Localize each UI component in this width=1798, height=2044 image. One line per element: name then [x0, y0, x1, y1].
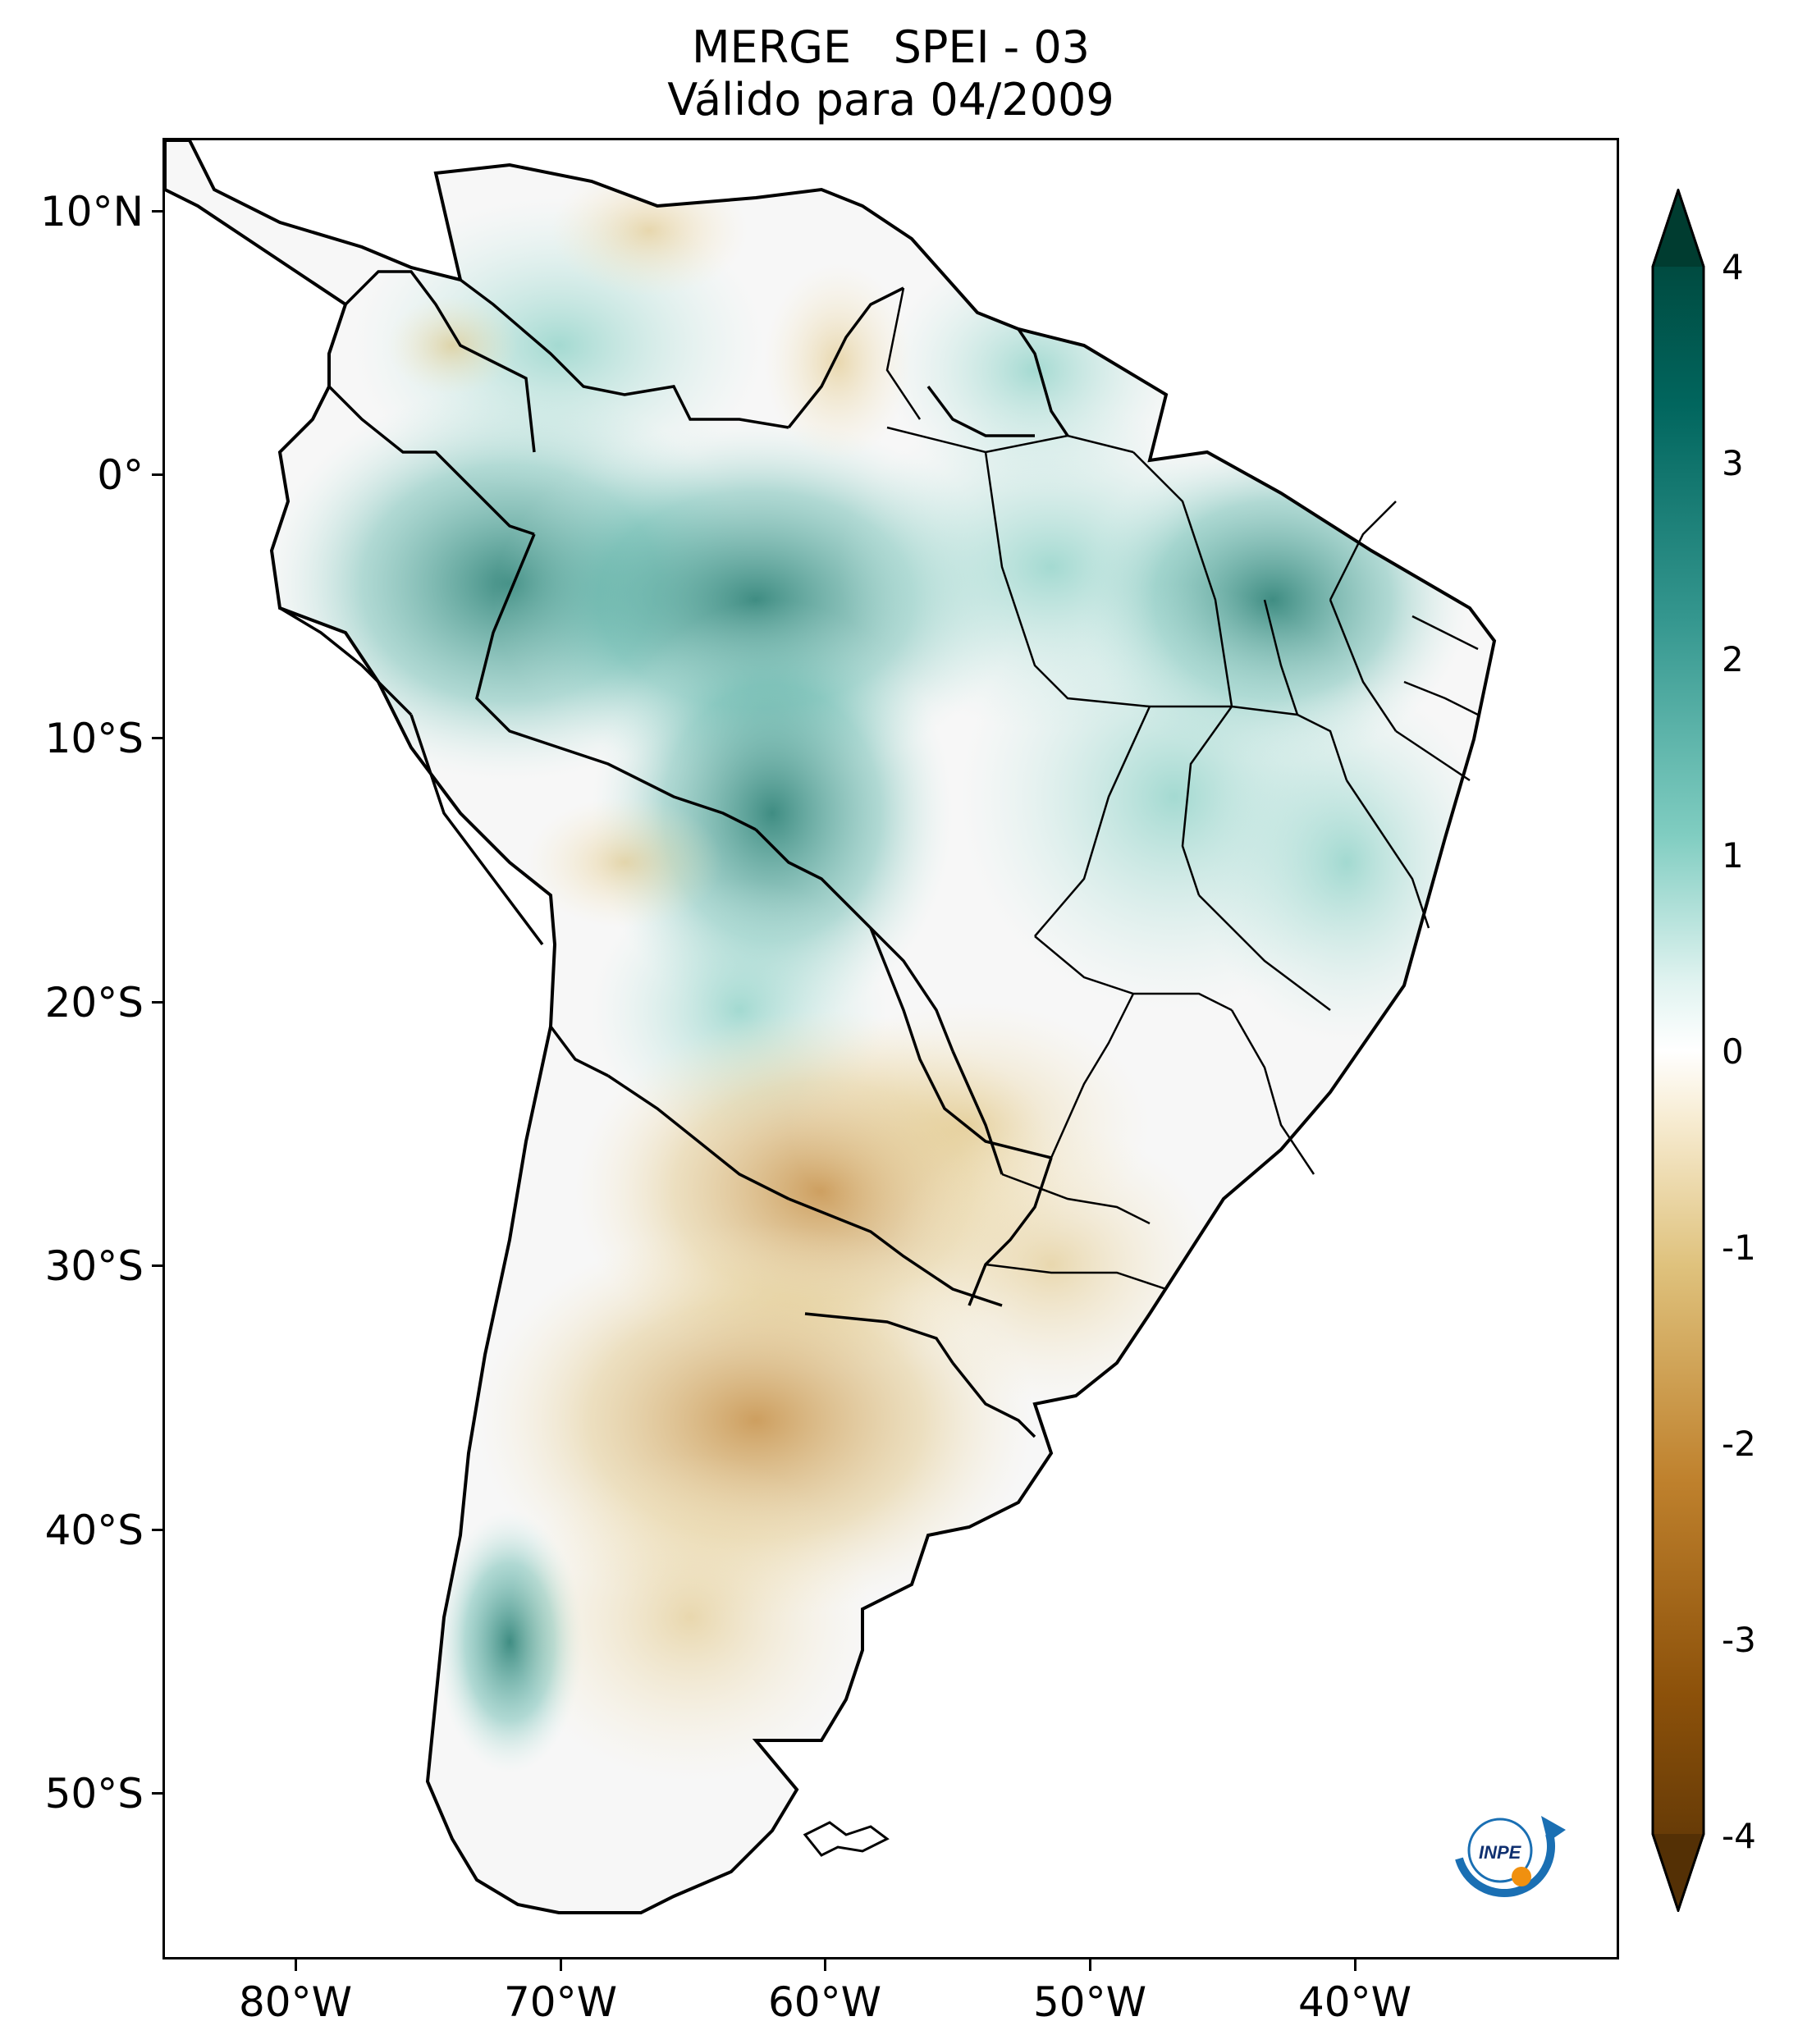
colorbar-tick-2: 2	[1722, 639, 1744, 679]
lat-label-10s: 10°S	[44, 715, 144, 762]
lat-label-50s: 50°S	[44, 1770, 144, 1818]
logo-text: INPE	[1479, 1842, 1522, 1863]
lat-label-30s: 30°S	[44, 1242, 144, 1290]
lon-label-80w: 80°W	[238, 1978, 353, 2026]
colorbar	[1651, 189, 1705, 1912]
logo-ring	[1467, 1818, 1533, 1883]
colorbar-gradient	[1651, 189, 1705, 1912]
lon-label-70w: 70°W	[503, 1978, 618, 2026]
logo-sun	[1512, 1867, 1531, 1886]
lat-tick	[152, 1264, 163, 1267]
lat-label-40s: 40°S	[44, 1507, 144, 1554]
logo-swoosh	[1455, 1832, 1555, 1898]
colorbar-extend-bottom	[1653, 1834, 1704, 1910]
colorbar-tick-neg4: -4	[1722, 1816, 1756, 1856]
lon-tick	[824, 1959, 826, 1971]
map-title-line-1: MERGE SPEI - 03	[691, 21, 1091, 73]
lat-tick	[152, 1001, 163, 1004]
colorbar-extend-top	[1653, 190, 1704, 267]
colorbar-tick-neg3: -3	[1722, 1620, 1756, 1660]
colorbar-tick-0: 0	[1722, 1031, 1744, 1072]
lat-label-0: 0°	[97, 451, 144, 499]
colorbar-tick-neg1: -1	[1722, 1228, 1756, 1268]
lat-tick	[152, 473, 163, 476]
lat-tick	[152, 1529, 163, 1531]
lat-tick	[152, 1792, 163, 1795]
logo-arrow	[1541, 1816, 1566, 1842]
lon-tick	[1089, 1959, 1091, 1971]
spei-field	[165, 140, 1494, 1913]
lon-tick	[1354, 1959, 1357, 1971]
colorbar-tick-3: 3	[1722, 443, 1744, 483]
map-title-line-2: Válido para 04/2009	[667, 74, 1114, 126]
lon-label-50w: 50°W	[1032, 1978, 1147, 2026]
inpe-logo: INPE	[1455, 1816, 1566, 1898]
map-frame	[162, 138, 1619, 1959]
country-borders	[279, 270, 1069, 1438]
colorbar-tick-4: 4	[1722, 247, 1744, 287]
colorbar-tick-1: 1	[1722, 835, 1744, 876]
lon-tick	[295, 1959, 297, 1971]
map-canvas	[165, 140, 1496, 1914]
colorbar-tick-neg2: -2	[1722, 1424, 1756, 1464]
lat-label-10n: 10°N	[39, 188, 144, 235]
falkland-islands	[803, 1821, 890, 1857]
lon-label-60w: 60°W	[767, 1978, 882, 2026]
lon-tick	[560, 1959, 562, 1971]
state-borders	[885, 287, 1479, 1291]
lat-label-20s: 20°S	[44, 979, 144, 1027]
lat-tick	[152, 737, 163, 739]
lon-label-40w: 40°W	[1297, 1978, 1412, 2026]
lat-tick	[152, 210, 163, 213]
